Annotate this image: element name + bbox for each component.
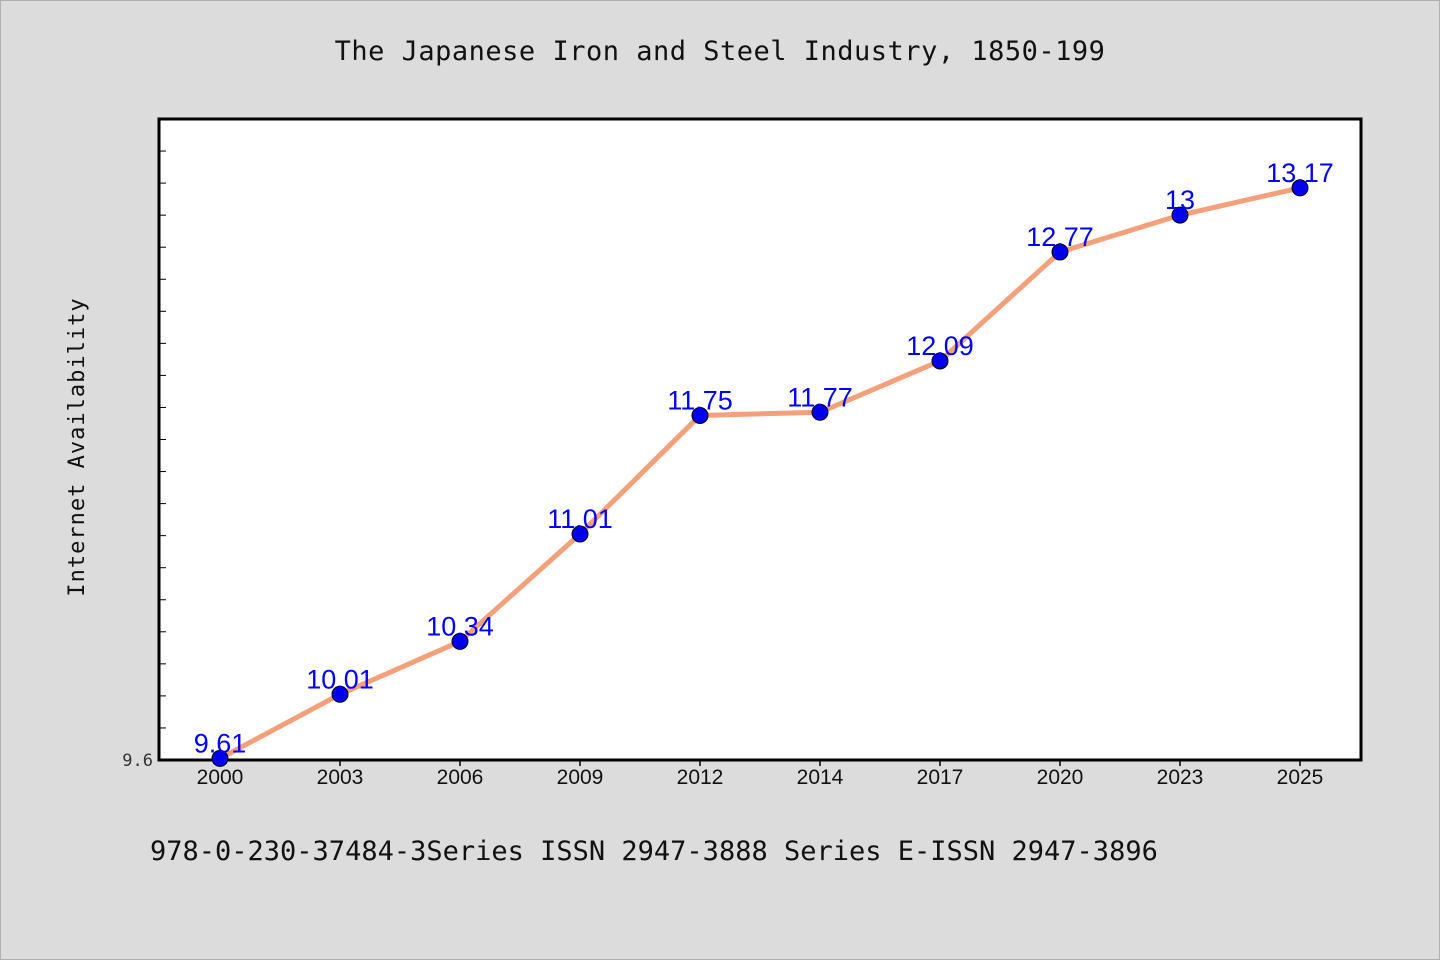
x-tick-label: 2017 [917, 766, 964, 789]
data-label: 12.77 [1026, 222, 1094, 252]
x-tick-label: 2023 [1157, 766, 1204, 789]
plot-area [157, 117, 1363, 762]
data-point [1171, 206, 1189, 224]
footer-note: 978-0-230-37484-3Series ISSN 2947-3888 S… [150, 836, 1158, 867]
data-point [931, 352, 949, 370]
x-tick-label: 2025 [1277, 766, 1324, 789]
data-label: 11.75 [667, 385, 733, 415]
x-axis-labels: 2000 2003 2006 2009 2012 2014 2017 2020 2023 2025 [197, 766, 1324, 789]
x-tick-label: 2006 [437, 766, 484, 789]
y-axis-title: Internet Availability [65, 297, 90, 596]
data-label: 10.01 [306, 664, 374, 694]
data-point [211, 749, 229, 767]
chart-title: The Japanese Iron and Steel Industry, 18… [334, 36, 1106, 67]
x-tick-label: 2009 [557, 766, 604, 789]
x-tick-label: 2003 [317, 766, 364, 789]
data-label: 12.09 [906, 331, 974, 361]
y-axis-ticks [159, 118, 166, 761]
x-tick-label: 2000 [197, 766, 244, 789]
data-labels: 9.61 10.01 10.34 11.01 11.75 11.77 12.09 12.77 1… [194, 158, 1334, 758]
data-label: 13.17 [1266, 158, 1334, 188]
data-point [691, 406, 709, 424]
x-tick-label: 2020 [1037, 766, 1084, 789]
data-label: 9.61 [194, 728, 247, 758]
data-point [1291, 179, 1309, 197]
series-line [217, 185, 1303, 761]
y-axis-labels: 9.6 [122, 751, 153, 771]
data-point [1051, 243, 1069, 261]
data-point [331, 685, 349, 703]
data-label: 13 [1165, 185, 1195, 215]
data-label: 10.34 [426, 611, 494, 641]
data-label: 11.01 [547, 504, 613, 534]
data-point [811, 403, 829, 421]
y-tick-label: 9.6 [122, 751, 153, 771]
x-tick-label: 2012 [677, 766, 724, 789]
data-point [451, 632, 469, 650]
x-tick-label: 2014 [797, 766, 844, 789]
data-label: 11.77 [787, 382, 853, 412]
data-point [571, 525, 589, 543]
data-markers [211, 179, 1309, 767]
